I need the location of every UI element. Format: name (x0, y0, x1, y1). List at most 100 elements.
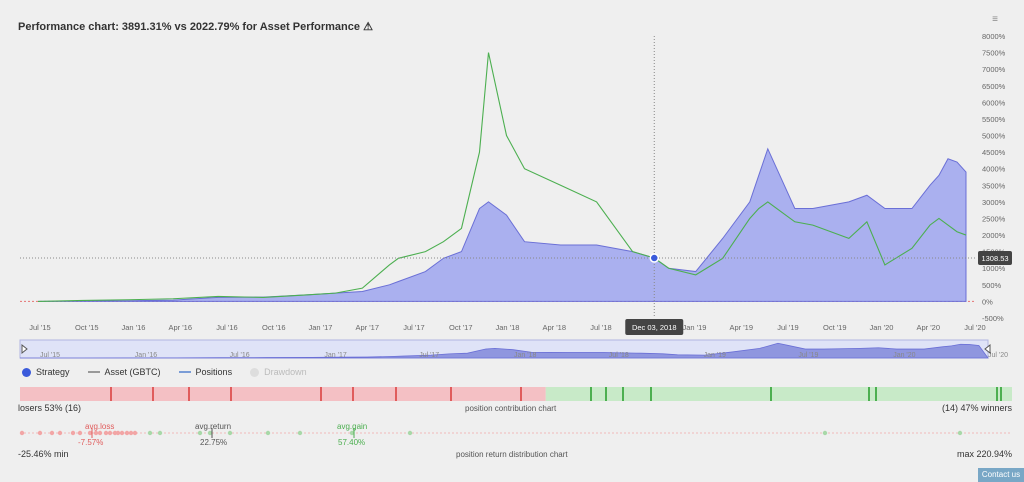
y-tick-label: 3500% (982, 181, 1006, 190)
y-tick-label: 8000% (982, 32, 1006, 41)
contribution-caption: position contribution chart (465, 404, 557, 413)
loser-tick (520, 387, 522, 401)
legend-strategy-label: Strategy (36, 367, 70, 377)
distribution-point (265, 430, 271, 436)
avg-return-value: 22.75% (200, 438, 228, 447)
avg-loss-value: -7.57% (78, 438, 104, 447)
distribution-point (103, 430, 109, 436)
asset-line-icon (87, 371, 100, 373)
navigator-tick-label: Jul '18 (609, 352, 629, 359)
y-tick-label: 2000% (982, 231, 1006, 240)
winners-text: (14) 47% winners (941, 403, 1012, 413)
distribution-point (77, 430, 83, 436)
y-tick-label: 5000% (982, 132, 1006, 141)
legend-positions[interactable]: Positions (178, 367, 232, 377)
distribution-point (124, 430, 130, 436)
x-tick-label: Jan '18 (496, 323, 520, 332)
crosshair-value-box (978, 250, 1012, 265)
crosshair-value-label: 1308.53 (981, 254, 1008, 263)
menu-icon[interactable]: ≡ (992, 14, 998, 25)
y-tick-label: 3000% (982, 198, 1006, 207)
x-tick-label: Apr '17 (355, 323, 379, 332)
x-tick-label: Jan '20 (870, 323, 894, 332)
x-tick-label: Apr '19 (729, 323, 753, 332)
warning-icon[interactable]: ⚠ (363, 21, 373, 33)
y-tick-label: 0% (982, 297, 993, 306)
crosshair-date-label: Dec 03, 2018 (632, 323, 677, 332)
positions-line-icon (178, 371, 191, 373)
distribution-point (19, 430, 25, 436)
x-axis: Jul '15 Oct '15 Jan '16 Apr '16 Jul '16 Oct '… (29, 323, 985, 332)
distribution-point (207, 430, 213, 436)
distribution-point (107, 430, 113, 436)
max-text: max 220.94% (956, 449, 1012, 459)
distribution-point (93, 430, 99, 436)
navigator-tick-label: Jul '16 (230, 352, 250, 359)
drawdown-dot-icon (250, 367, 260, 377)
distribution-caption: position return distribution chart (456, 450, 568, 459)
x-tick-label: Jan '17 (309, 323, 333, 332)
x-tick-label: Apr '18 (542, 323, 566, 332)
loser-tick (450, 387, 452, 401)
navigator[interactable]: Jul '15 Jan '16 Jul '16 Jan '17 Jul '17 Jan '… (19, 339, 1008, 359)
plot-area[interactable]: Dec 03, 2018 1308.53 (20, 36, 1012, 335)
chart-title-text: Performance chart: 3891.31% vs 2022.79% … (18, 21, 360, 33)
loser-tick (320, 387, 322, 401)
y-tick-label: 6500% (982, 82, 1006, 91)
distribution-point (87, 430, 93, 436)
crosshair-date-box (625, 319, 684, 335)
distribution-point (37, 430, 43, 436)
strategy-area (38, 147, 967, 302)
x-tick-label: Oct '19 (823, 323, 847, 332)
navigator-series (20, 342, 989, 359)
distribution-point (147, 430, 153, 436)
winner-tick (1000, 387, 1002, 401)
loser-tick (352, 387, 354, 401)
y-tick-label: 5500% (982, 115, 1006, 124)
navigator-tick-label: Jan '19 (704, 352, 726, 359)
distribution-point (132, 430, 138, 436)
y-tick-label: 6000% (982, 98, 1006, 107)
navigator-left-handle-icon (21, 343, 28, 355)
crosshair-marker (649, 253, 660, 263)
navigator-tick-label: Jan '17 (324, 352, 346, 359)
loser-tick (395, 387, 397, 401)
legend-strategy[interactable]: Strategy (22, 367, 70, 377)
y-tick-label: 7500% (982, 49, 1006, 58)
distribution-point (49, 430, 55, 436)
avg-loss-label: avg.loss (85, 422, 115, 431)
x-tick-label: Apr '20 (916, 323, 940, 332)
distribution-point (957, 430, 963, 436)
losers-bar (20, 387, 546, 401)
winner-tick (875, 387, 877, 401)
navigator-right-handle-icon (984, 343, 991, 355)
avg-return-label: avg.return (195, 422, 232, 431)
x-tick-label: Jan '16 (122, 323, 146, 332)
contact-us-button[interactable]: Contact us (978, 468, 1024, 482)
winner-tick (868, 387, 870, 401)
x-tick-label: Jul '16 (216, 323, 237, 332)
y-tick-label: 2500% (982, 214, 1006, 223)
legend-asset[interactable]: Asset (GBTC) (87, 367, 161, 377)
distribution-chart (19, 428, 1012, 438)
navigator-tick-label: Jul '19 (798, 352, 818, 359)
avg-gain-label: avg.gain (337, 422, 368, 431)
distribution-point (297, 430, 303, 436)
y-tick-label: 500% (982, 281, 1002, 290)
x-tick-label: Jul '15 (29, 323, 50, 332)
distribution-point (822, 430, 828, 436)
avg-gain-value: 57.40% (338, 438, 366, 447)
distribution-point (407, 430, 413, 436)
legend-drawdown[interactable]: Drawdown (250, 367, 307, 377)
y-tick-label: -500% (982, 314, 1004, 323)
x-tick-label: Oct '16 (262, 323, 286, 332)
winner-tick (770, 387, 772, 401)
asset-line (38, 52, 967, 302)
y-tick-label: 1000% (982, 264, 1006, 273)
min-text: -25.46% min (18, 449, 69, 459)
loser-tick (152, 387, 154, 401)
distribution-point (157, 430, 163, 436)
legend-drawdown-label: Drawdown (264, 367, 307, 377)
contribution-chart (20, 387, 1012, 401)
navigator-tick-label: Jan '18 (514, 352, 536, 359)
